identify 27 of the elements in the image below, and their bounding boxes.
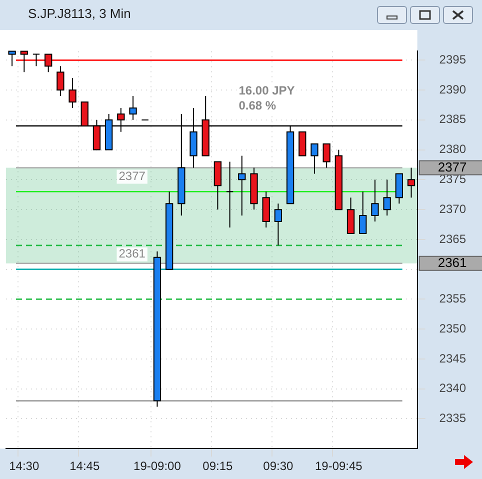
y-tick-label: 2385 [439,112,466,126]
y-tick-label: 2380 [439,142,466,156]
ref-line-label: 2361 [438,254,467,270]
chart-title: S.JP.J8113, 3 Min [28,6,131,21]
annotation: 2361 [118,246,146,261]
annotation: 0.68 % [238,98,276,113]
y-tick-label: 2370 [439,202,466,216]
annotation: 16.00 JPY [238,84,295,98]
y-tick-label: 2395 [439,52,466,66]
annotation: 2377 [118,169,146,184]
x-tick-label: 19-09:45 [314,459,363,474]
ref-line-label: 2377 [438,159,467,174]
x-tick-label: 14:30 [9,459,40,474]
y-tick-label: 2340 [439,381,466,396]
x-tick-label: 19-09:00 [134,459,182,474]
y-tick-label: 2350 [439,321,466,336]
y-tick-label: 2365 [439,232,466,246]
candlestick [32,54,40,67]
candlestick [226,161,234,228]
y-tick-label: 2375 [439,172,466,186]
x-tick-label: 09:15 [202,459,234,474]
y-tick-label: 2390 [439,82,466,96]
x-tick-label: 09:30 [263,459,294,474]
y-tick-label: 2335 [439,411,466,426]
y-tick-label: 2355 [439,292,466,306]
y-tick-label: 2345 [439,351,466,366]
x-tick-label: 14:45 [70,459,100,474]
